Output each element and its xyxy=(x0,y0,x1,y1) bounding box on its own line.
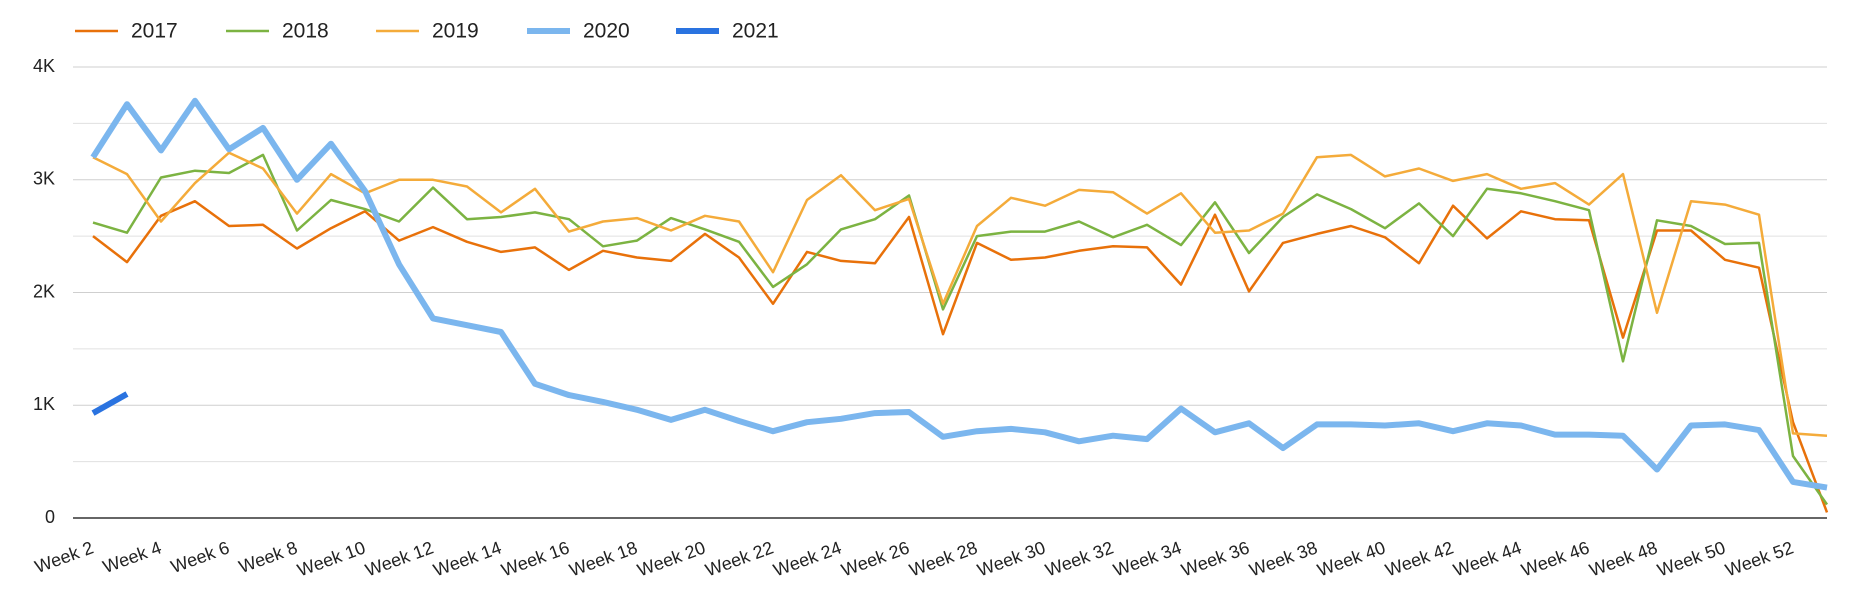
x-tick-label: Week 38 xyxy=(1247,537,1320,580)
x-tick-label: Week 36 xyxy=(1179,537,1252,580)
legend-label: 2020 xyxy=(583,20,630,43)
series-line xyxy=(90,97,1828,491)
y-tick-label: 3K xyxy=(33,169,55,189)
x-tick-label: Week 26 xyxy=(839,537,912,580)
y-tick-label: 2K xyxy=(33,281,55,301)
x-tick-label: Week 48 xyxy=(1587,537,1660,580)
x-tick-label: Week 24 xyxy=(771,537,844,580)
x-tick-label: Week 30 xyxy=(975,537,1048,580)
x-tick-label: Week 50 xyxy=(1655,537,1728,580)
x-tick-label: Week 32 xyxy=(1043,537,1116,580)
legend-label: 2017 xyxy=(131,20,178,43)
legend-label: 2021 xyxy=(732,20,779,43)
x-tick-label: Week 14 xyxy=(431,537,504,580)
x-tick-label: Week 46 xyxy=(1519,537,1592,580)
x-tick-label: Week 40 xyxy=(1315,537,1388,580)
y-tick-label: 4K xyxy=(33,56,55,76)
x-tick-label: Week 10 xyxy=(295,537,368,580)
x-tick-label: Week 20 xyxy=(635,537,708,580)
x-tick-label: Week 22 xyxy=(703,537,776,580)
x-tick-label: Week 34 xyxy=(1111,537,1184,580)
y-tick-label: 1K xyxy=(33,394,55,414)
series-line xyxy=(92,199,1829,513)
x-tick-label: Week 44 xyxy=(1451,537,1524,580)
x-tick-label: Week 2 xyxy=(32,537,96,577)
x-tick-label: Week 52 xyxy=(1723,537,1796,580)
series-line xyxy=(92,153,1829,506)
x-tick-label: Week 18 xyxy=(567,537,640,580)
series-line xyxy=(92,151,1828,437)
x-tick-label: Week 4 xyxy=(100,537,164,577)
x-tick-label: Week 28 xyxy=(907,537,980,580)
series-line xyxy=(91,391,129,416)
y-tick-label: 0 xyxy=(45,507,55,527)
x-tick-label: Week 16 xyxy=(499,537,572,580)
x-tick-label: Week 42 xyxy=(1383,537,1456,580)
legend-label: 2019 xyxy=(432,20,479,43)
x-tick-label: Week 8 xyxy=(236,537,300,577)
x-tick-label: Week 12 xyxy=(363,537,436,580)
legend-label: 2018 xyxy=(282,20,329,43)
x-tick-label: Week 6 xyxy=(168,537,232,577)
